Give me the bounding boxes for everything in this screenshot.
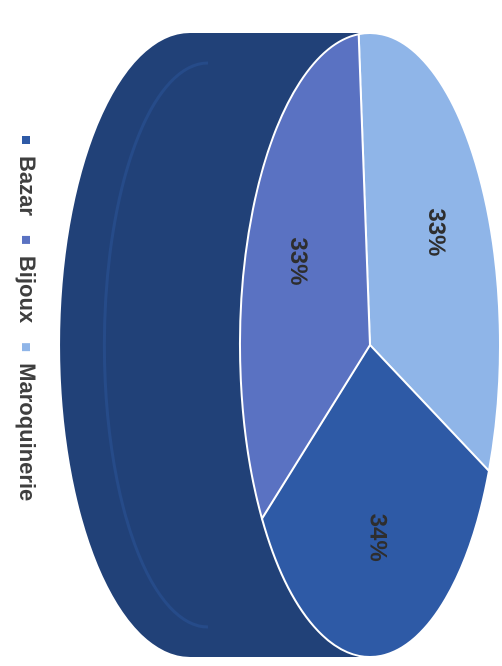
data-label-bijoux: 33%	[285, 237, 312, 285]
data-label-maroquinerie: 33%	[423, 208, 450, 256]
legend-swatch-bazar	[22, 136, 30, 144]
legend: Bazar Bijoux Maroquinerie	[15, 136, 40, 501]
pie-slice-bijoux	[239, 32, 372, 522]
legend-swatch-bijoux	[22, 235, 30, 244]
pie-side-highlight	[102, 61, 209, 629]
legend-swatch-maroquinerie	[22, 343, 30, 352]
pie-slice-bazar	[260, 343, 491, 658]
pie-slice-maroquinerie	[357, 32, 501, 474]
legend-entry-bazar: Bazar	[15, 156, 40, 216]
data-label-bazar: 34%	[365, 514, 392, 562]
pie-body	[60, 32, 501, 658]
legend-entry-maroquinerie: Maroquinerie	[15, 363, 40, 501]
data-labels: 33% 34% 33%	[285, 208, 450, 561]
legend-entry-bijoux: Bijoux	[15, 256, 40, 324]
